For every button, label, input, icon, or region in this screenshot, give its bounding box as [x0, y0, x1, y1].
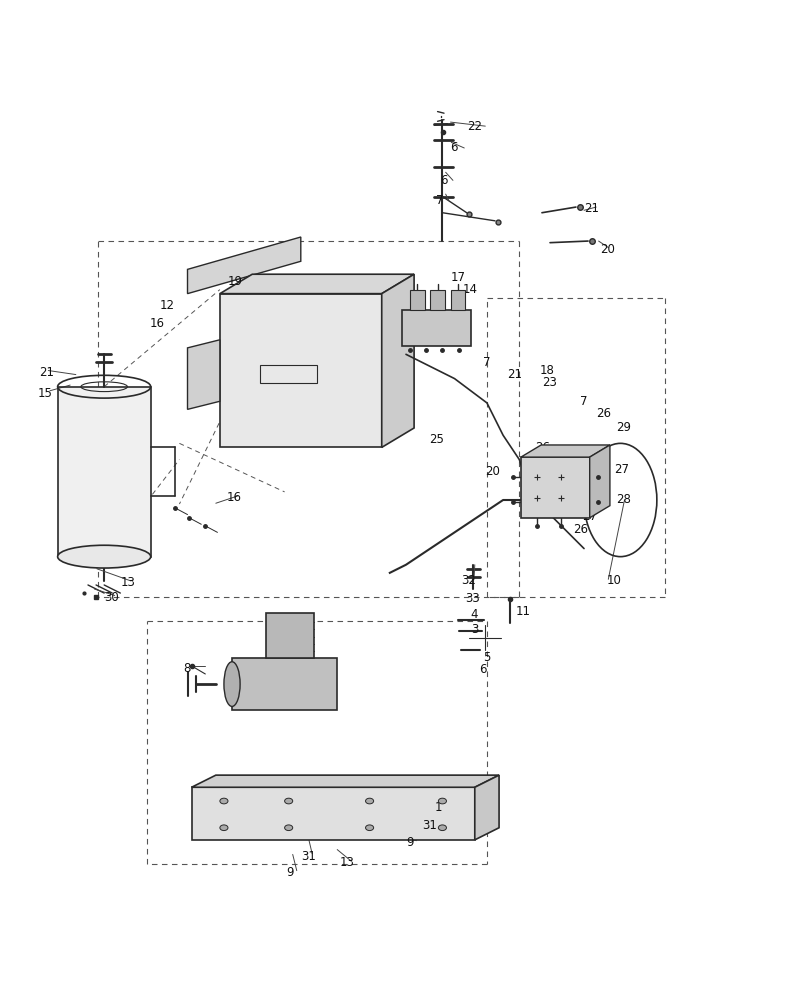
Text: 14: 14 — [462, 283, 477, 296]
Bar — [521, 457, 589, 518]
Polygon shape — [521, 445, 609, 457]
Polygon shape — [187, 237, 300, 294]
Text: 22: 22 — [466, 120, 481, 133]
Ellipse shape — [438, 798, 446, 804]
Text: 3: 3 — [470, 623, 478, 636]
Text: 24: 24 — [526, 453, 542, 466]
Text: 6: 6 — [450, 141, 457, 154]
Bar — [401, 310, 470, 346]
Polygon shape — [191, 775, 499, 787]
Ellipse shape — [285, 798, 292, 804]
Text: 16: 16 — [226, 491, 241, 504]
Text: 21: 21 — [583, 202, 599, 215]
Bar — [58, 387, 151, 557]
Bar — [410, 290, 424, 310]
Bar — [265, 613, 314, 658]
Text: 7: 7 — [483, 356, 490, 369]
Text: 13: 13 — [339, 856, 354, 869]
Text: 4: 4 — [470, 608, 478, 621]
Ellipse shape — [438, 825, 446, 831]
Ellipse shape — [220, 798, 228, 804]
Text: 27: 27 — [613, 463, 629, 476]
Text: 31: 31 — [422, 819, 436, 832]
Text: 21: 21 — [40, 366, 54, 379]
Text: 16: 16 — [149, 317, 165, 330]
Text: 23: 23 — [541, 376, 556, 389]
Ellipse shape — [220, 825, 228, 831]
Bar — [450, 290, 465, 310]
Text: 27: 27 — [581, 510, 597, 523]
Text: 11: 11 — [516, 605, 530, 618]
Text: 28: 28 — [616, 493, 630, 506]
Text: 33: 33 — [465, 592, 479, 605]
Text: 31: 31 — [300, 850, 315, 863]
Text: 21: 21 — [507, 368, 521, 381]
Text: 9: 9 — [406, 836, 413, 849]
Polygon shape — [589, 445, 609, 518]
Text: 5: 5 — [483, 651, 490, 664]
Text: 7: 7 — [436, 194, 443, 207]
Polygon shape — [381, 274, 414, 447]
Text: 15: 15 — [38, 387, 53, 400]
Text: 1: 1 — [434, 801, 441, 814]
Polygon shape — [191, 787, 474, 840]
Text: 32: 32 — [461, 574, 475, 587]
Ellipse shape — [224, 662, 240, 706]
Text: 6: 6 — [440, 174, 447, 187]
Text: 8: 8 — [183, 662, 191, 675]
Text: 20: 20 — [599, 243, 614, 256]
Ellipse shape — [285, 825, 292, 831]
Text: 29: 29 — [616, 421, 631, 434]
Text: 9: 9 — [286, 866, 294, 879]
Text: 18: 18 — [539, 364, 554, 377]
Text: 19: 19 — [228, 275, 242, 288]
Text: 25: 25 — [428, 433, 443, 446]
Text: 6: 6 — [478, 663, 486, 676]
Text: 26: 26 — [572, 523, 587, 536]
Text: 26: 26 — [595, 407, 611, 420]
Text: 7: 7 — [579, 395, 587, 408]
Polygon shape — [187, 340, 220, 409]
Ellipse shape — [58, 545, 151, 568]
Bar — [430, 290, 444, 310]
Text: 30: 30 — [104, 591, 118, 604]
Ellipse shape — [365, 825, 373, 831]
Text: 20: 20 — [485, 465, 500, 478]
Text: 26: 26 — [534, 441, 550, 454]
Polygon shape — [220, 274, 414, 294]
Bar — [58, 387, 151, 557]
Polygon shape — [474, 775, 499, 840]
Ellipse shape — [365, 798, 373, 804]
Text: 10: 10 — [606, 574, 620, 587]
Bar — [232, 658, 337, 710]
Text: 2: 2 — [277, 673, 284, 686]
Polygon shape — [220, 294, 381, 447]
Text: 13: 13 — [121, 576, 136, 589]
Bar — [260, 365, 316, 383]
Text: 12: 12 — [159, 299, 174, 312]
Text: 17: 17 — [450, 271, 465, 284]
